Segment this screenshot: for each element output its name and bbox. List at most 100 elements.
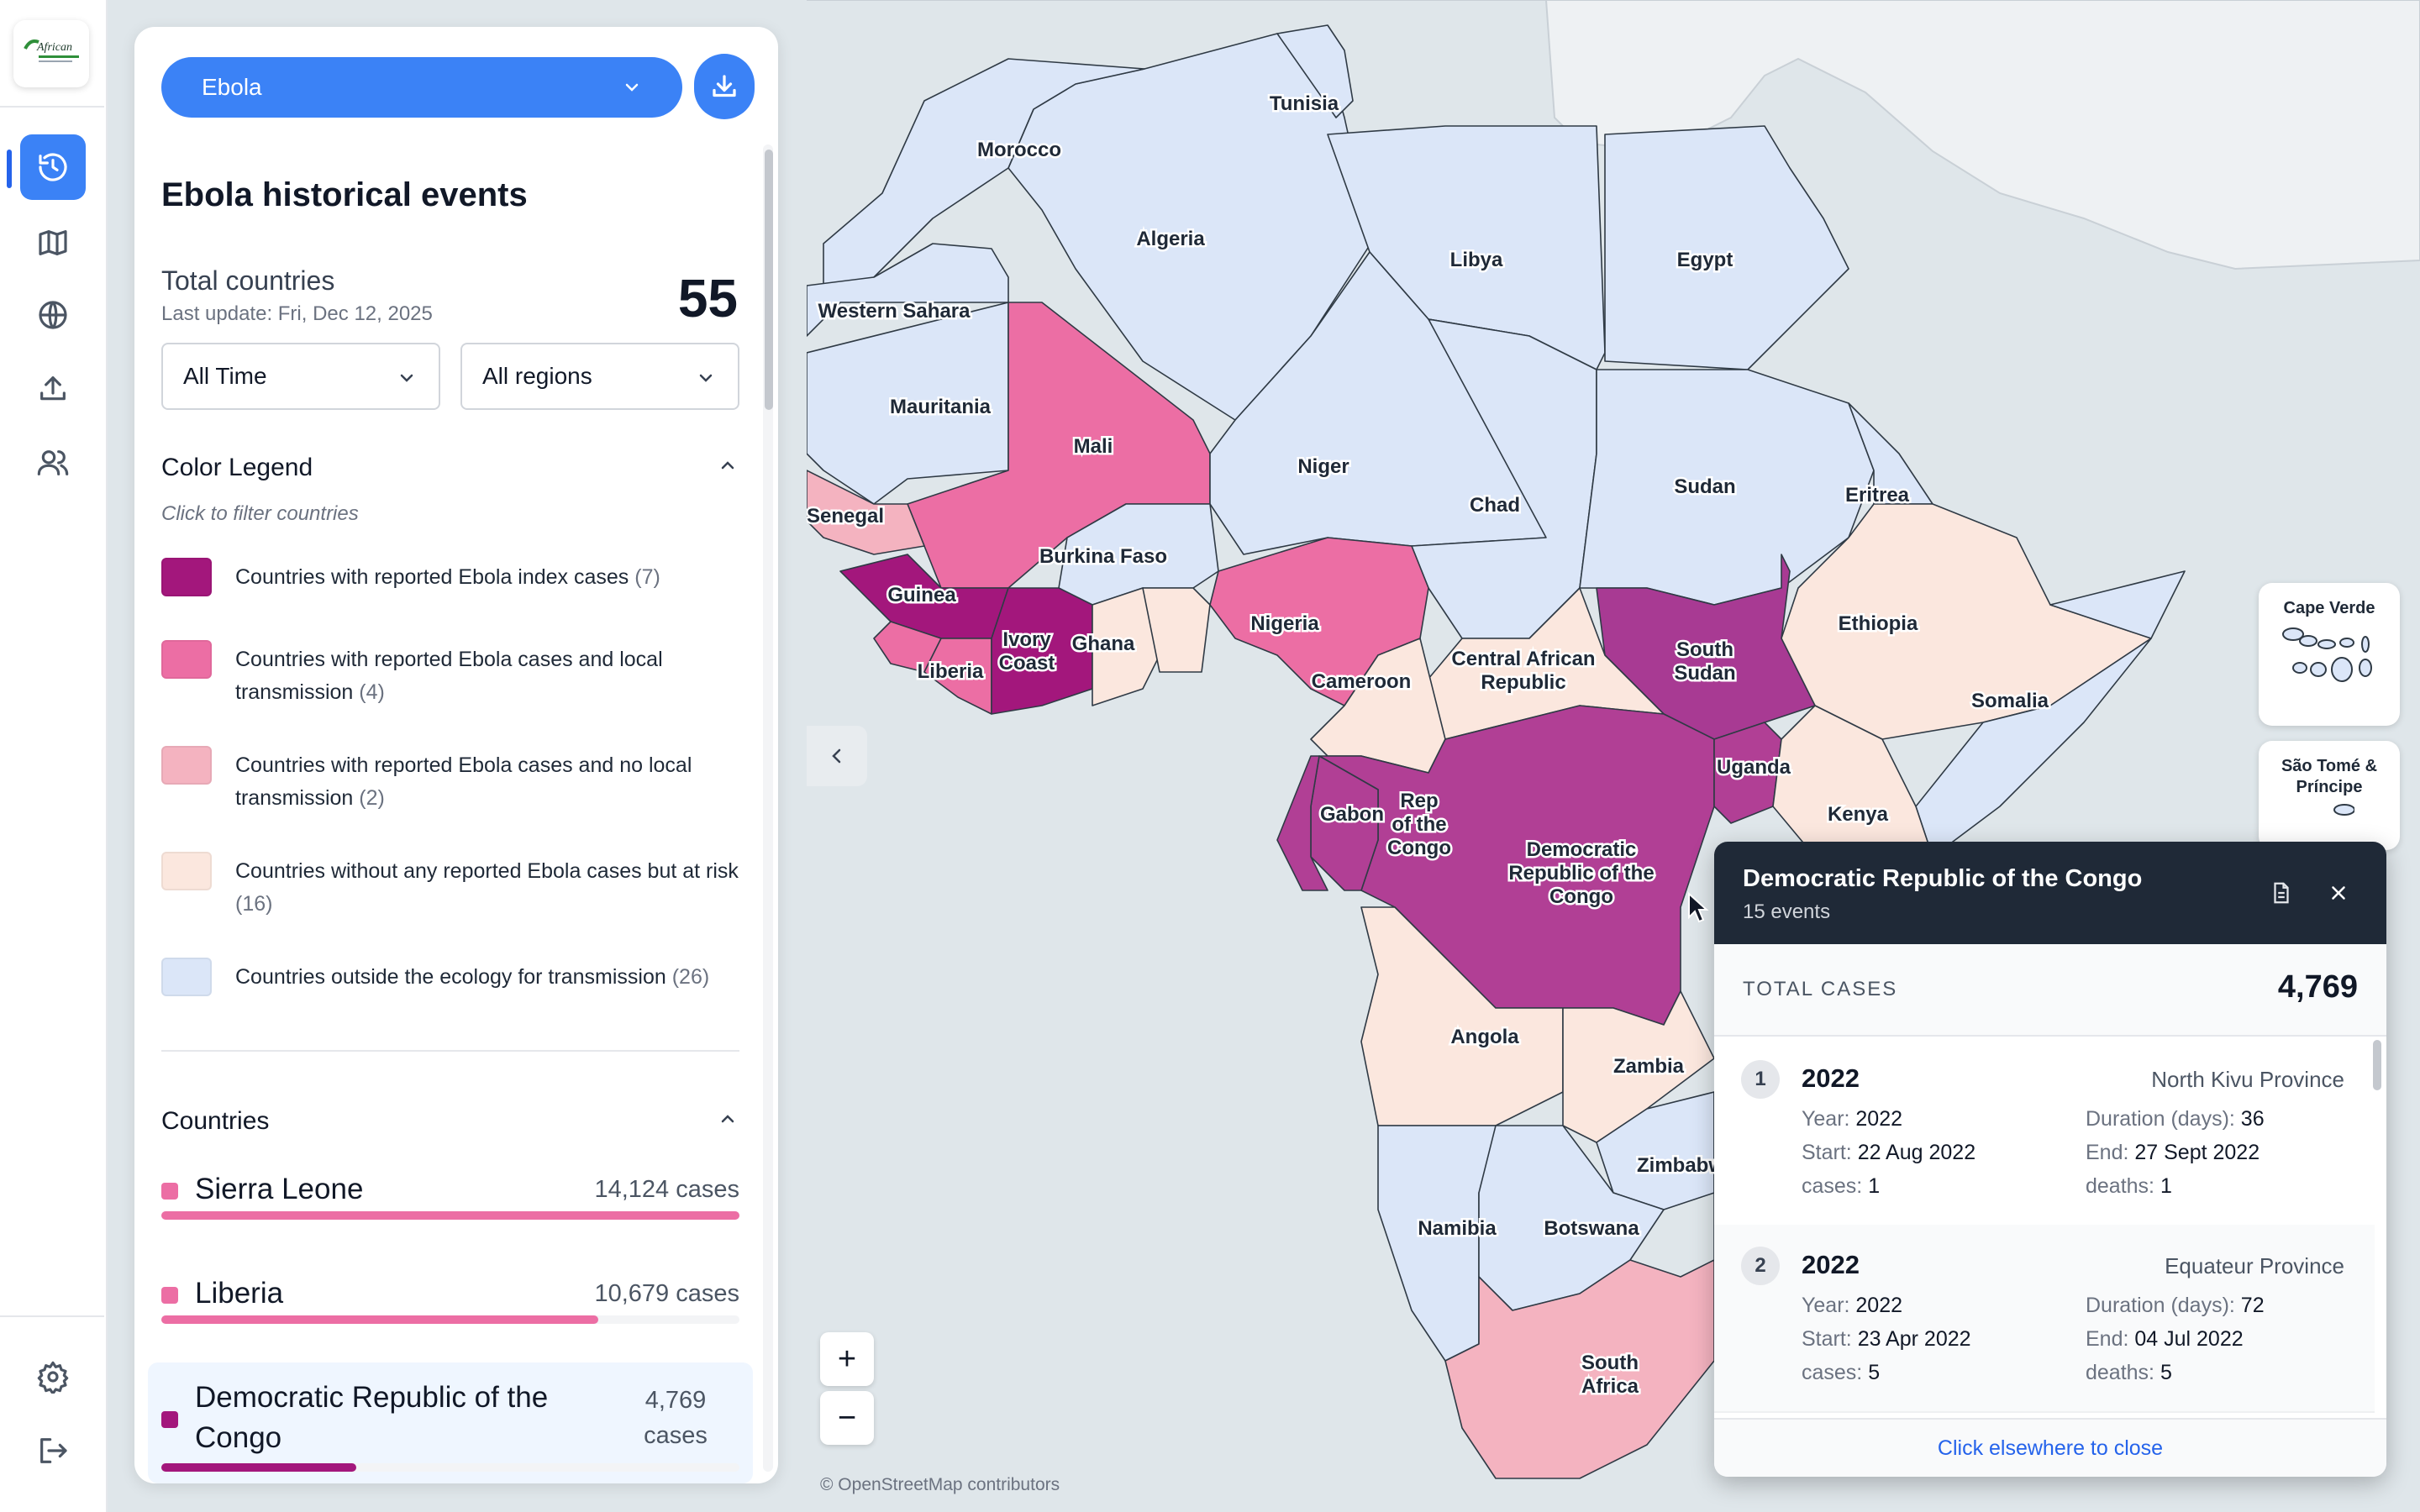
- mouse-cursor-icon: [1688, 892, 1709, 923]
- svg-text:Africa: Africa: [1581, 1375, 1639, 1398]
- svg-text:Republic of the: Republic of the: [1508, 862, 1654, 885]
- event-end: End: 27 Sept 2022: [2086, 1141, 2260, 1164]
- zoom-in-button[interactable]: +: [820, 1332, 874, 1386]
- svg-text:South: South: [1676, 638, 1733, 661]
- map-region-sierra-leone: [873, 621, 942, 673]
- event-year: Year: 2022: [1802, 1107, 1903, 1131]
- popup-total-value: 4,769: [2277, 969, 2358, 1005]
- svg-text:Ghana: Ghana: [1072, 633, 1135, 655]
- svg-text:Coast: Coast: [999, 652, 1055, 675]
- svg-text:Mauritania: Mauritania: [890, 396, 992, 418]
- time-filter-value: All Time: [183, 363, 267, 389]
- svg-text:Angola: Angola: [1450, 1026, 1519, 1048]
- svg-text:Nigeria: Nigeria: [1250, 612, 1319, 635]
- legend-label: Countries with reported Ebola cases and …: [235, 648, 663, 704]
- countries-title[interactable]: Countries: [161, 1107, 270, 1135]
- region-filter-value: All regions: [482, 363, 592, 389]
- event-item[interactable]: 1 2022 North Kivu Province Year: 2022 Durati…: [1714, 1038, 2375, 1226]
- svg-text:Morocco: Morocco: [977, 139, 1061, 161]
- collapse-panel-button[interactable]: [807, 726, 867, 786]
- map-region-senegal: [807, 470, 925, 555]
- legend-hint: Click to filter countries: [161, 502, 359, 525]
- map-attribution[interactable]: © OpenStreetMap contributors: [820, 1475, 1060, 1494]
- event-cases: cases: 1: [1802, 1174, 1881, 1198]
- country-bar-fill: [161, 1463, 357, 1472]
- svg-text:Cameroon: Cameroon: [1312, 670, 1412, 693]
- country-name: Liberia: [195, 1277, 284, 1310]
- nav-settings-button[interactable]: [20, 1344, 86, 1410]
- region-filter-select[interactable]: All regions: [460, 343, 739, 410]
- svg-text:Zimbabw: Zimbabw: [1637, 1154, 1724, 1177]
- popup-title: Democratic Republic of the Congo: [1743, 865, 2143, 892]
- chevron-down-icon: [625, 83, 639, 92]
- chevron-up-icon[interactable]: [718, 1109, 738, 1129]
- chevron-up-icon[interactable]: [718, 455, 738, 475]
- svg-text:Ethiopia: Ethiopia: [1839, 612, 1918, 635]
- nav-history-button[interactable]: [20, 134, 86, 200]
- country-row[interactable]: Democratic Republic of the Congo 4,769 ca…: [148, 1362, 753, 1483]
- svg-text:Liberia: Liberia: [918, 660, 984, 683]
- legend-count: (4): [359, 680, 385, 704]
- country-row[interactable]: Sierra Leone 14,124 cases: [161, 1164, 739, 1248]
- map-region-drc: [1318, 705, 1715, 1026]
- popup-close-button[interactable]: [2324, 879, 2353, 907]
- nav-users-button[interactable]: [20, 430, 86, 496]
- inset-sao-tome[interactable]: São Tomé & Príncipe: [2259, 741, 2400, 850]
- nav-upload-button[interactable]: [20, 356, 86, 422]
- document-icon: [2274, 882, 2289, 904]
- svg-text:Burkina Faso: Burkina Faso: [1039, 545, 1167, 568]
- svg-text:Kenya: Kenya: [1828, 803, 1889, 826]
- country-color-dot: [161, 1183, 178, 1200]
- nav-logout-button[interactable]: [20, 1418, 86, 1483]
- panel-scrollbar-thumb[interactable]: [765, 150, 773, 410]
- country-cases: 14,124 cases: [594, 1176, 739, 1203]
- map-icon: [39, 230, 67, 255]
- zoom-out-button[interactable]: −: [820, 1391, 874, 1445]
- event-duration: Duration (days): 36: [2086, 1107, 2265, 1131]
- popup-header: Democratic Republic of the Congo 15 even…: [1714, 842, 2386, 944]
- event-year: Year: 2022: [1802, 1294, 1903, 1317]
- country-row[interactable]: Liberia 10,679 cases: [161, 1268, 739, 1352]
- map-region-south-africa: [1444, 1259, 1715, 1479]
- nav-divider-bottom: [0, 1315, 104, 1317]
- svg-text:Botswana: Botswana: [1544, 1217, 1639, 1240]
- sao-tome-island: [2333, 804, 2355, 816]
- total-countries-label: Total countries: [161, 265, 335, 296]
- popup-report-button[interactable]: [2267, 879, 2296, 907]
- app-logo[interactable]: African: [13, 20, 89, 87]
- map-region-ghana: [1092, 587, 1160, 706]
- legend-count: (16): [235, 892, 273, 916]
- popup-close-hint[interactable]: Click elsewhere to close: [1714, 1418, 2386, 1477]
- svg-text:of the: of the: [1392, 813, 1446, 836]
- legend-swatch: [161, 640, 212, 679]
- nav-map-button[interactable]: [20, 210, 86, 276]
- popup-scrollbar-thumb[interactable]: [2373, 1040, 2381, 1090]
- legend-swatch: [161, 958, 212, 996]
- svg-text:Sudan: Sudan: [1674, 662, 1735, 685]
- svg-text:Libya: Libya: [1450, 249, 1503, 271]
- time-filter-select[interactable]: All Time: [161, 343, 440, 410]
- country-bar-track: [161, 1463, 739, 1472]
- inset-title: Cape Verde: [2283, 599, 2375, 617]
- map-region-tunisia: [1276, 24, 1354, 118]
- upload-icon: [40, 376, 66, 401]
- country-bar-track: [161, 1211, 739, 1220]
- panel-scrollbar[interactable]: [763, 144, 773, 1472]
- event-start: Start: 22 Aug 2022: [1802, 1141, 1976, 1164]
- download-button[interactable]: [694, 54, 755, 119]
- logout-icon: [40, 1438, 67, 1463]
- svg-text:Somalia: Somalia: [1971, 690, 2049, 712]
- legend-count: (2): [359, 786, 385, 810]
- svg-text:Central African: Central African: [1451, 648, 1595, 670]
- svg-text:Congo: Congo: [1387, 837, 1451, 859]
- legend-title[interactable]: Color Legend: [161, 454, 313, 481]
- cape-verde-islands: [2282, 627, 2372, 682]
- inset-cape-verde[interactable]: Cape Verde: [2259, 583, 2400, 726]
- globe-icon: [39, 301, 67, 329]
- popup-total-label: TOTAL CASES: [1743, 978, 1898, 1000]
- disease-select[interactable]: Ebola: [161, 57, 682, 118]
- event-item[interactable]: 2 2022 Equateur Province Year: 2022 Duration…: [1714, 1225, 2375, 1413]
- disease-select-value: Ebola: [202, 74, 262, 100]
- nav-globe-button[interactable]: [20, 282, 86, 348]
- country-bar-track: [161, 1315, 739, 1324]
